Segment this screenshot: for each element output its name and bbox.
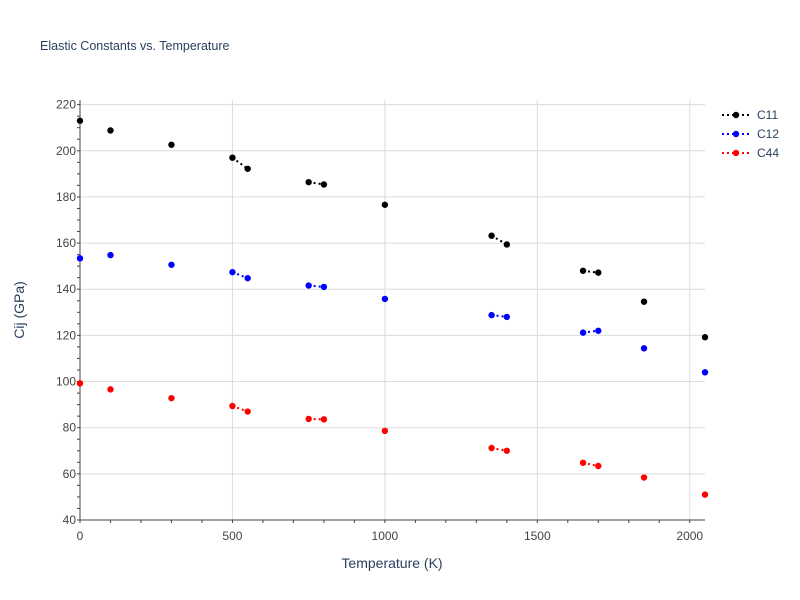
data-point bbox=[595, 462, 602, 470]
data-point bbox=[305, 415, 312, 423]
series-c44 bbox=[76, 380, 709, 498]
legend-item-c12[interactable]: C12 bbox=[722, 127, 779, 141]
data-point bbox=[595, 269, 602, 276]
data-point bbox=[244, 274, 251, 282]
data-point bbox=[488, 232, 495, 239]
legend-marker-swatch bbox=[732, 130, 740, 138]
data-point bbox=[640, 474, 648, 481]
data-point bbox=[503, 313, 511, 321]
data-point bbox=[76, 117, 84, 124]
legend-marker-swatch bbox=[732, 111, 740, 119]
x-tick-label: 1500 bbox=[524, 529, 551, 543]
data-point bbox=[701, 334, 709, 341]
data-point bbox=[305, 282, 312, 289]
y-tick-label: 160 bbox=[56, 236, 76, 250]
data-point bbox=[76, 380, 84, 387]
data-point bbox=[381, 427, 389, 435]
data-point bbox=[229, 268, 236, 276]
y-tick-label: 180 bbox=[56, 190, 76, 204]
x-tick-label: 500 bbox=[222, 529, 242, 543]
legend-label: C44 bbox=[757, 146, 779, 160]
data-point bbox=[320, 283, 328, 291]
y-tick-label: 80 bbox=[63, 421, 77, 435]
data-point bbox=[305, 178, 312, 186]
y-tick-label: 40 bbox=[63, 513, 77, 527]
data-point bbox=[168, 141, 175, 148]
data-point bbox=[168, 261, 175, 268]
y-axis-title: Cij (GPa) bbox=[11, 281, 27, 339]
x-tick-labels: 0 500 1000 1500 2000 bbox=[77, 529, 704, 543]
legend-item-c11[interactable]: C11 bbox=[722, 108, 778, 122]
legend-item-c44[interactable]: C44 bbox=[722, 146, 779, 160]
data-point bbox=[503, 241, 511, 248]
data-point bbox=[579, 267, 587, 274]
data-point bbox=[381, 295, 389, 303]
data-point bbox=[381, 201, 389, 208]
y-tick-label: 100 bbox=[56, 375, 76, 389]
y-tick-label: 200 bbox=[56, 144, 76, 158]
data-point bbox=[107, 386, 114, 393]
data-point bbox=[320, 416, 328, 423]
y-tick-labels: 40 60 80 100 120 140 160 180 200 220 bbox=[56, 98, 76, 527]
data-point bbox=[595, 327, 602, 334]
grid-lines bbox=[79, 100, 705, 521]
data-point bbox=[168, 394, 175, 402]
data-point bbox=[579, 329, 587, 336]
data-point bbox=[244, 408, 251, 415]
data-point bbox=[579, 459, 587, 466]
data-point bbox=[320, 181, 328, 188]
data-point bbox=[244, 165, 251, 172]
x-tick-label: 2000 bbox=[676, 529, 703, 543]
axes bbox=[77, 100, 705, 523]
data-point bbox=[107, 251, 114, 259]
data-point bbox=[640, 298, 648, 305]
data-point bbox=[503, 447, 511, 454]
legend-label: C12 bbox=[757, 127, 779, 141]
y-tick-label: 220 bbox=[56, 98, 76, 112]
data-point bbox=[107, 127, 114, 134]
legend-marker-swatch bbox=[732, 149, 740, 157]
legend-label: C11 bbox=[757, 108, 778, 122]
data-point bbox=[229, 402, 236, 410]
y-tick-label: 140 bbox=[56, 282, 76, 296]
data-point bbox=[701, 369, 709, 376]
plot-area bbox=[76, 117, 709, 498]
chart-title: Elastic Constants vs. Temperature bbox=[40, 39, 229, 53]
legend[interactable]: C11 C12 C44 bbox=[722, 108, 779, 160]
y-tick-label: 120 bbox=[56, 328, 76, 342]
y-tick-label: 60 bbox=[63, 467, 77, 481]
x-tick-label: 0 bbox=[77, 529, 84, 543]
data-point bbox=[640, 345, 648, 352]
data-point bbox=[488, 311, 495, 319]
data-point bbox=[488, 444, 495, 452]
series-c12 bbox=[76, 251, 709, 376]
series-c11 bbox=[76, 117, 709, 341]
data-point bbox=[76, 255, 84, 262]
x-tick-label: 1000 bbox=[372, 529, 399, 543]
data-point bbox=[701, 491, 709, 498]
x-axis-title: Temperature (K) bbox=[341, 555, 442, 571]
data-point bbox=[229, 154, 236, 161]
